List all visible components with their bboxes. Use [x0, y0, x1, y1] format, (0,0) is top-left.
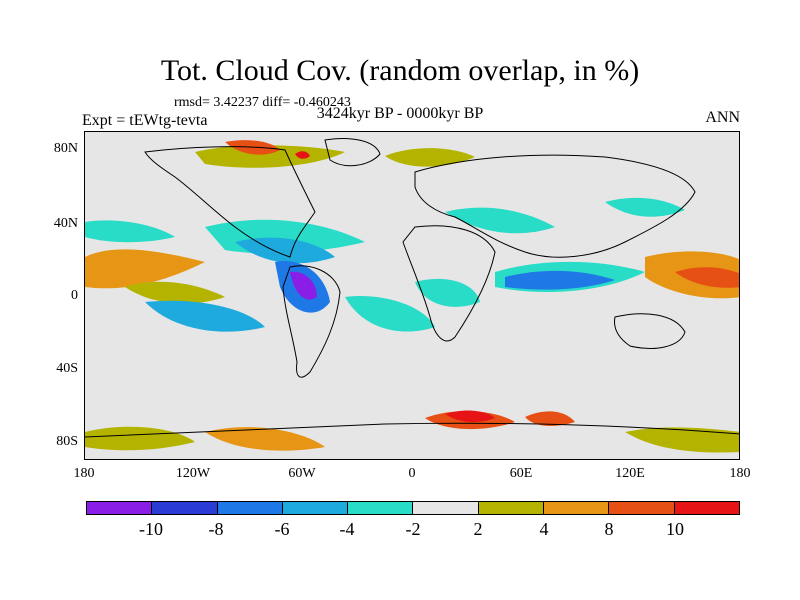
coastline-australia: [614, 313, 686, 349]
coastline-greenland: [324, 138, 381, 167]
map-panel: [84, 131, 740, 460]
anomaly-region: [125, 281, 225, 304]
coastlines: [85, 138, 739, 438]
colorbar-label: 2: [473, 519, 483, 539]
lat-label: 80N: [53, 141, 78, 156]
coastline-north-america: [144, 146, 316, 258]
colorbar-segment: [674, 502, 739, 514]
anomaly-region: [85, 220, 175, 243]
colorbar-segment: [544, 502, 610, 514]
anomaly-region: [195, 145, 345, 168]
colorbar: [86, 501, 740, 515]
anomaly-field: [85, 140, 739, 453]
anomaly-region: [145, 300, 265, 332]
coastline-south-america: [282, 265, 341, 378]
map-svg: [85, 138, 739, 453]
colorbar-segment: [152, 502, 218, 514]
colorbar-label: -6: [274, 519, 290, 539]
stats-text: rmsd= 3.42237 diff= -0.460243: [174, 95, 351, 110]
lat-label: 40S: [56, 361, 78, 376]
coastline-antarctica: [85, 422, 739, 438]
anomaly-region: [675, 267, 739, 288]
colorbar-label: -2: [405, 519, 421, 539]
anomaly-region: [295, 151, 310, 159]
coastline-eurasia: [414, 154, 696, 258]
colorbar-label: 8: [604, 519, 614, 539]
lat-label: 0: [71, 288, 78, 303]
lat-label: 80S: [56, 434, 78, 449]
colorbar-label: -8: [208, 519, 224, 539]
anomaly-region: [525, 411, 575, 427]
anomaly-region: [290, 271, 317, 300]
anomaly-region: [345, 296, 435, 332]
coastline-africa: [402, 225, 496, 342]
anomaly-region: [205, 427, 325, 451]
lon-label: 60E: [509, 466, 533, 481]
anomaly-region: [85, 426, 195, 451]
colorbar-segment: [282, 502, 349, 514]
colorbar-label: 10: [666, 519, 684, 539]
lon-label: 120W: [175, 466, 211, 481]
lon-label: 180: [729, 466, 751, 481]
experiment-label: Expt = tEWtg-tevta: [82, 112, 208, 129]
anomaly-region: [85, 249, 205, 289]
colorbar-segment: [348, 502, 414, 514]
subtitle: 3424kyr BP - 0000kyr BP: [316, 105, 484, 122]
lon-label: 180: [73, 466, 95, 481]
colorbar-segment: [413, 502, 479, 514]
lon-label: 60W: [288, 466, 316, 481]
colorbar-segment: [609, 502, 675, 514]
anomaly-region: [625, 427, 739, 453]
colorbar-segment: [87, 502, 153, 514]
colorbar-label: 4: [539, 519, 549, 539]
chart-title: Tot. Cloud Cov. (random overlap, in %): [160, 54, 640, 87]
anomaly-region: [415, 278, 480, 307]
lon-label: 120E: [615, 466, 645, 481]
colorbar-segment: [478, 502, 545, 514]
anomaly-region: [605, 197, 685, 217]
colorbar-label: -4: [339, 519, 355, 539]
season-label: ANN: [705, 109, 740, 126]
colorbar-segment: [217, 502, 283, 514]
anomaly-region: [385, 148, 475, 167]
anomaly-region: [505, 270, 615, 290]
anomaly-region: [445, 410, 495, 423]
anomaly-region: [445, 207, 555, 234]
colorbar-label: -10: [139, 519, 163, 539]
lat-label: 40N: [53, 216, 78, 231]
lon-label: 0: [408, 466, 416, 481]
